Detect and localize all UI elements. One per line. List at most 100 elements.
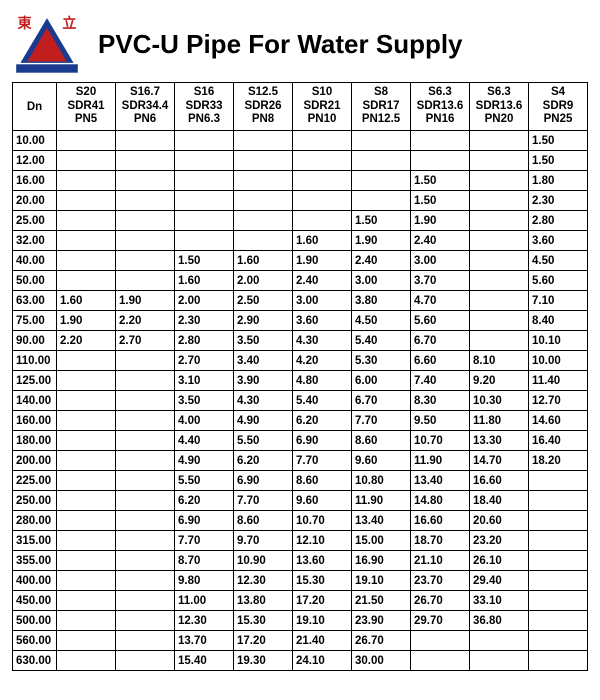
cell-value — [57, 491, 116, 511]
cell-value: 1.60 — [234, 251, 293, 271]
cell-value — [175, 231, 234, 251]
cell-value: 18.70 — [411, 531, 470, 551]
cell-value: 26.70 — [411, 591, 470, 611]
cell-dn: 450.00 — [13, 591, 57, 611]
cell-value: 13.40 — [411, 471, 470, 491]
cell-value: 36.80 — [470, 611, 529, 631]
cell-value — [529, 631, 588, 651]
page-title: PVC-U Pipe For Water Supply — [98, 29, 463, 60]
cell-value — [529, 591, 588, 611]
table-row: 180.004.405.506.908.6010.7013.3016.40 — [13, 431, 588, 451]
cell-value: 2.80 — [529, 211, 588, 231]
cell-value: 3.00 — [411, 251, 470, 271]
cell-value: 19.10 — [352, 571, 411, 591]
cell-value: 6.90 — [234, 471, 293, 491]
cell-value: 20.60 — [470, 511, 529, 531]
cell-value — [470, 291, 529, 311]
cell-dn: 90.00 — [13, 331, 57, 351]
cell-value: 2.70 — [116, 331, 175, 351]
cell-value: 4.20 — [293, 351, 352, 371]
cell-value: 3.80 — [352, 291, 411, 311]
cell-value: 6.20 — [175, 491, 234, 511]
brand-logo: 東 立 — [12, 12, 82, 76]
cell-value: 1.50 — [411, 191, 470, 211]
cell-value — [352, 191, 411, 211]
cell-value — [116, 391, 175, 411]
cell-value: 1.80 — [529, 171, 588, 191]
cell-value: 29.70 — [411, 611, 470, 631]
cell-value: 6.20 — [234, 451, 293, 471]
cell-value: 19.10 — [293, 611, 352, 631]
cell-value — [529, 531, 588, 551]
svg-text:東: 東 — [18, 15, 32, 31]
cell-value: 26.10 — [470, 551, 529, 571]
cell-value: 16.90 — [352, 551, 411, 571]
cell-value — [529, 491, 588, 511]
cell-value — [57, 471, 116, 491]
cell-value: 7.10 — [529, 291, 588, 311]
table-row: 40.001.501.601.902.403.004.50 — [13, 251, 588, 271]
table-row: 50.001.602.002.403.003.705.60 — [13, 271, 588, 291]
cell-value: 11.90 — [352, 491, 411, 511]
cell-value — [529, 471, 588, 491]
cell-value: 13.80 — [234, 591, 293, 611]
cell-value: 1.60 — [57, 291, 116, 311]
cell-value — [116, 371, 175, 391]
cell-value: 5.40 — [293, 391, 352, 411]
table-row: 250.006.207.709.6011.9014.8018.40 — [13, 491, 588, 511]
cell-value — [57, 131, 116, 151]
cell-value — [470, 131, 529, 151]
cell-value: 5.50 — [175, 471, 234, 491]
table-row: 140.003.504.305.406.708.3010.3012.70 — [13, 391, 588, 411]
cell-value — [57, 191, 116, 211]
table-row: 280.006.908.6010.7013.4016.6020.60 — [13, 511, 588, 531]
cell-value: 4.30 — [293, 331, 352, 351]
header-col-7: S6.3SDR13.6PN20 — [470, 83, 529, 131]
cell-dn: 40.00 — [13, 251, 57, 271]
cell-value: 2.40 — [293, 271, 352, 291]
header-col-8: S4SDR9PN25 — [529, 83, 588, 131]
cell-value: 11.00 — [175, 591, 234, 611]
cell-value — [470, 251, 529, 271]
cell-value — [293, 151, 352, 171]
svg-text:立: 立 — [62, 15, 76, 31]
cell-value — [116, 651, 175, 671]
cell-value — [116, 151, 175, 171]
cell-value: 1.90 — [411, 211, 470, 231]
cell-value: 1.50 — [529, 151, 588, 171]
cell-value: 2.00 — [175, 291, 234, 311]
cell-value: 4.00 — [175, 411, 234, 431]
table-row: 500.0012.3015.3019.1023.9029.7036.80 — [13, 611, 588, 631]
cell-value: 16.40 — [529, 431, 588, 451]
table-row: 160.004.004.906.207.709.5011.8014.60 — [13, 411, 588, 431]
cell-value: 2.40 — [352, 251, 411, 271]
cell-value: 18.40 — [470, 491, 529, 511]
table-row: 355.008.7010.9013.6016.9021.1026.10 — [13, 551, 588, 571]
cell-value — [470, 191, 529, 211]
cell-value: 9.80 — [175, 571, 234, 591]
cell-value — [116, 451, 175, 471]
cell-value: 11.90 — [411, 451, 470, 471]
cell-value: 1.50 — [175, 251, 234, 271]
cell-value: 23.20 — [470, 531, 529, 551]
cell-value: 15.40 — [175, 651, 234, 671]
cell-value: 1.60 — [175, 271, 234, 291]
cell-dn: 560.00 — [13, 631, 57, 651]
cell-value — [293, 171, 352, 191]
cell-value: 21.10 — [411, 551, 470, 571]
cell-dn: 12.00 — [13, 151, 57, 171]
header-col-2: S16SDR33PN6.3 — [175, 83, 234, 131]
cell-value: 12.10 — [293, 531, 352, 551]
cell-value — [57, 171, 116, 191]
table-row: 630.0015.4019.3024.1030.00 — [13, 651, 588, 671]
cell-value: 1.90 — [116, 291, 175, 311]
cell-value — [234, 171, 293, 191]
cell-value — [411, 631, 470, 651]
cell-value — [234, 231, 293, 251]
cell-value — [57, 651, 116, 671]
cell-value: 8.10 — [470, 351, 529, 371]
cell-value: 14.80 — [411, 491, 470, 511]
cell-dn: 75.00 — [13, 311, 57, 331]
cell-value: 3.60 — [293, 311, 352, 331]
cell-dn: 20.00 — [13, 191, 57, 211]
